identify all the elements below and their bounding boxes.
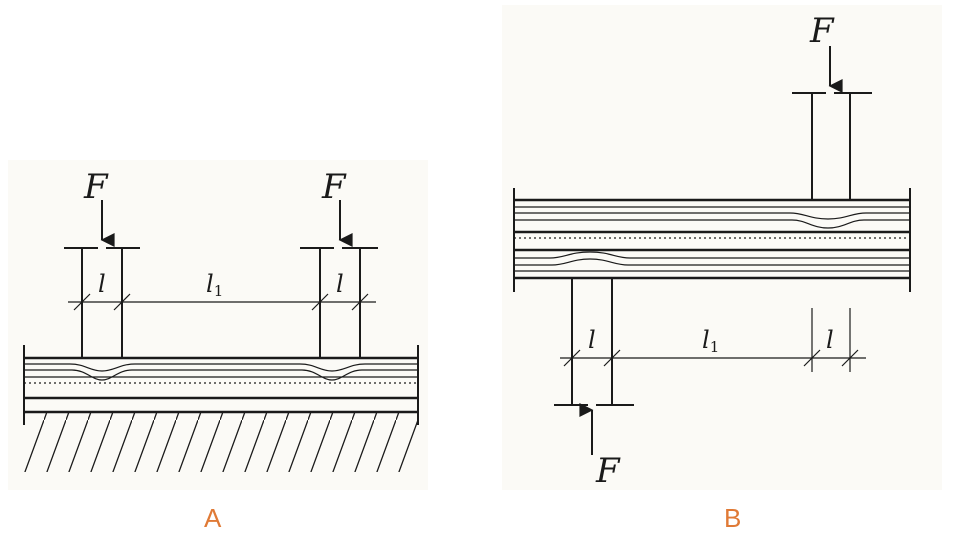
dim-label-a-left: l <box>98 270 106 298</box>
panel-label-a: A <box>204 503 222 533</box>
dim-label-a-mid: l1 <box>206 270 223 300</box>
force-label-a-right: F <box>321 167 347 207</box>
force-label-a-left: F <box>83 167 109 207</box>
panel-a-lower-plate <box>24 396 418 414</box>
panel-b: F F l l1 l B <box>502 5 942 533</box>
dim-label-b-left: l <box>588 326 596 354</box>
dim-label-b-right: l <box>826 326 834 354</box>
panel-b-top-punch <box>792 92 872 200</box>
panel-label-b: B <box>724 503 741 533</box>
panel-b-upper-plate <box>514 198 910 239</box>
dim-label-b-mid: l1 <box>702 326 719 356</box>
panel-b-dimension-line <box>560 308 866 372</box>
panel-a-left-punch <box>64 247 140 358</box>
panel-a: F F l l1 l A <box>8 160 428 533</box>
panel-b-lower-plate <box>513 188 911 292</box>
force-label-b-top: F <box>809 11 835 51</box>
panel-a-right-punch <box>300 247 378 358</box>
hatching-ground-icon <box>24 412 418 472</box>
panel-a-upper-plate <box>23 345 419 425</box>
panel-b-background <box>502 5 942 490</box>
panel-a-dimension-line <box>68 293 376 311</box>
force-label-b-bottom: F <box>595 451 621 491</box>
dim-label-a-right: l <box>336 270 344 298</box>
